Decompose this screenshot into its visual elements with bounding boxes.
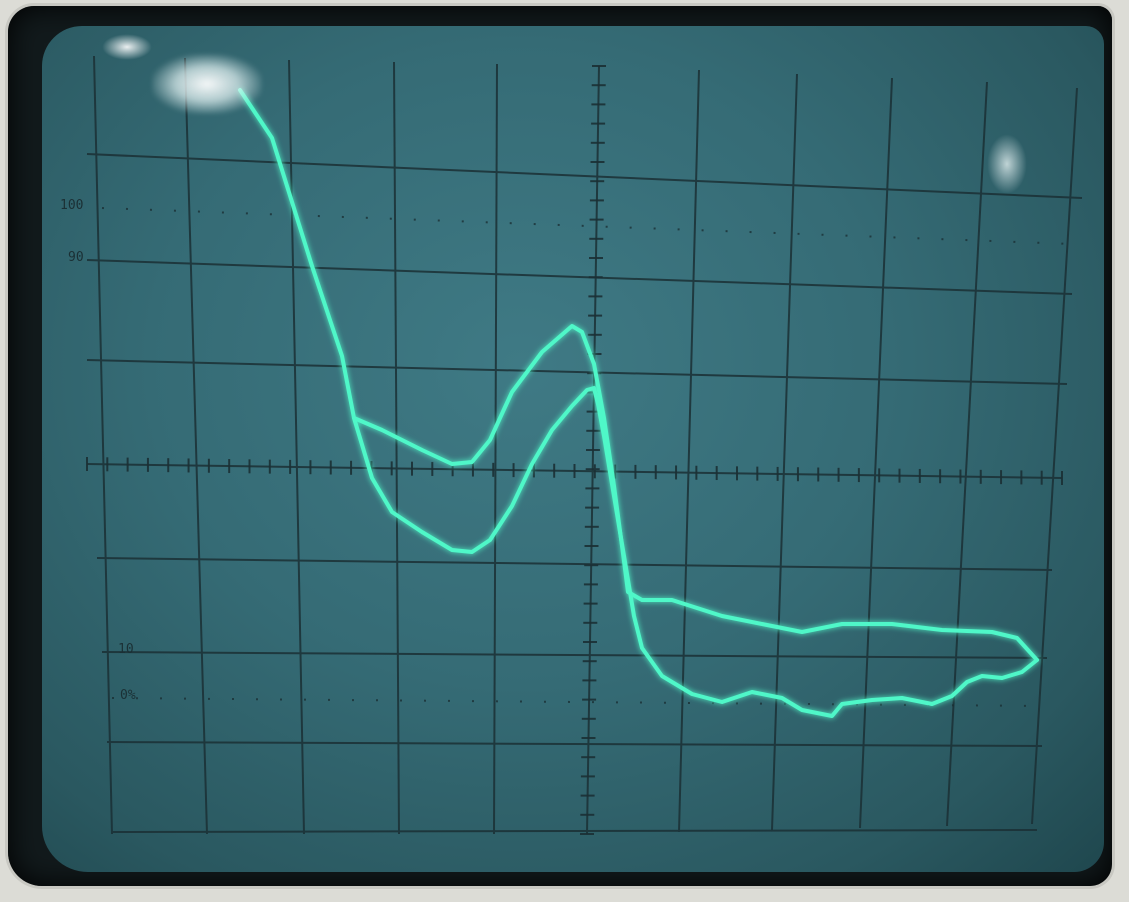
grid-hline [111,829,1038,833]
screen-glare [102,34,152,60]
screen-glare [987,134,1027,194]
grid-hline [86,259,1073,295]
grid-vline [288,59,305,835]
graticule-grid [86,55,1083,835]
reference-dotted-lines [101,207,1073,707]
graticule-label-100: 100 [60,198,84,213]
graticule-label-0: 0% [120,688,136,703]
graticule-and-traces [86,55,1083,835]
grid-hline [106,741,1043,747]
grid-vline [859,77,893,829]
ref-line-100 [101,207,1073,245]
trace-upper [238,88,1039,662]
grid-hline [86,359,1068,385]
center-axis-ticks [86,65,1063,835]
grid-hline [96,557,1053,571]
grid-hline [101,651,1048,659]
graticule-label-90: 90 [68,250,84,265]
trace-lower [352,386,1039,718]
grid-vline [946,81,988,827]
graticule-label-10: 10 [118,642,134,657]
grid-vline [184,57,208,835]
oscilloscope-bezel: 100 90 10 0% [8,6,1112,886]
traces [238,88,1039,718]
grid-vline [393,61,400,835]
grid-hline [86,153,1083,199]
grid-vline [1031,87,1078,825]
oscilloscope-screen: 100 90 10 0% [42,26,1104,872]
grid-vline [678,69,700,833]
grid-vline [493,63,498,835]
grid-vline [93,55,113,835]
screen-glare [152,54,262,114]
grid-vline [771,73,798,831]
